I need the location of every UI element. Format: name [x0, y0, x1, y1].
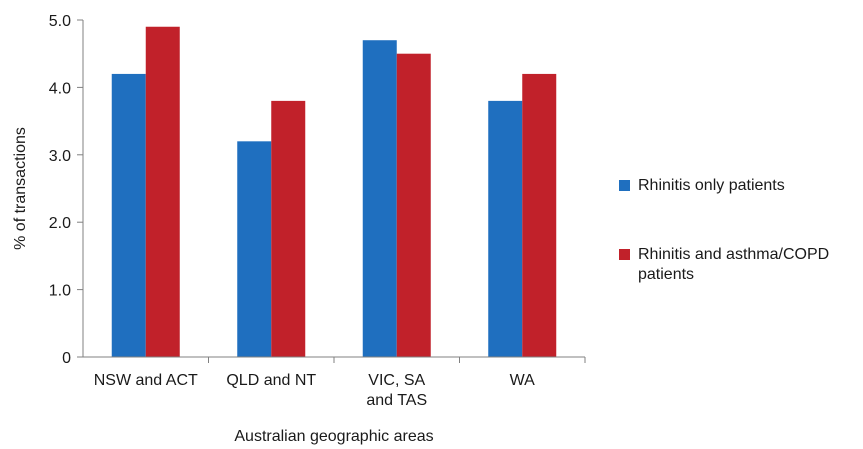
bar: [271, 100, 306, 357]
legend-swatch-rhinitis-only: [619, 180, 630, 191]
x-tick-label: VIC, SA and TAS: [366, 372, 427, 409]
legend-item-rhinitis-only: Rhinitis only patients: [619, 176, 859, 196]
y-tick-label: 3.0: [49, 148, 71, 165]
y-axis-title: % of transactions: [12, 127, 29, 250]
bar: [362, 40, 397, 357]
bar: [522, 73, 557, 358]
y-tick-label: 0: [62, 350, 71, 367]
bars: [111, 26, 557, 358]
x-tick-label: WA: [510, 372, 536, 389]
legend-label-rhinitis-only: Rhinitis only patients: [638, 177, 785, 194]
bar: [488, 100, 523, 357]
legend-label-rhinitis-asthma-copd: Rhinitis and asthma/COPD patients: [638, 246, 830, 283]
bar: [237, 141, 272, 357]
y-tick-label: 4.0: [49, 80, 71, 97]
y-tick-label: 5.0: [49, 13, 71, 30]
x-axis-tick-labels: NSW and ACT QLD and NT VIC, SA and TAS WA: [94, 357, 586, 409]
x-tick-label: NSW and ACT: [94, 372, 198, 389]
y-axis-ticks: 0 1.0 2.0 3.0 4.0 5.0: [49, 13, 83, 367]
bar: [145, 26, 180, 358]
legend-swatch-rhinitis-asthma-copd: [619, 249, 630, 260]
legend: Rhinitis only patients Rhinitis and asth…: [619, 176, 859, 285]
x-tick-label: QLD and NT: [226, 372, 316, 389]
bar: [396, 53, 431, 357]
legend-item-rhinitis-asthma-copd: Rhinitis and asthma/COPD patients: [619, 245, 859, 285]
y-tick-label: 2.0: [49, 215, 71, 232]
bar: [111, 73, 146, 358]
x-axis-title: Australian geographic areas: [234, 428, 433, 445]
y-tick-label: 1.0: [49, 283, 71, 300]
